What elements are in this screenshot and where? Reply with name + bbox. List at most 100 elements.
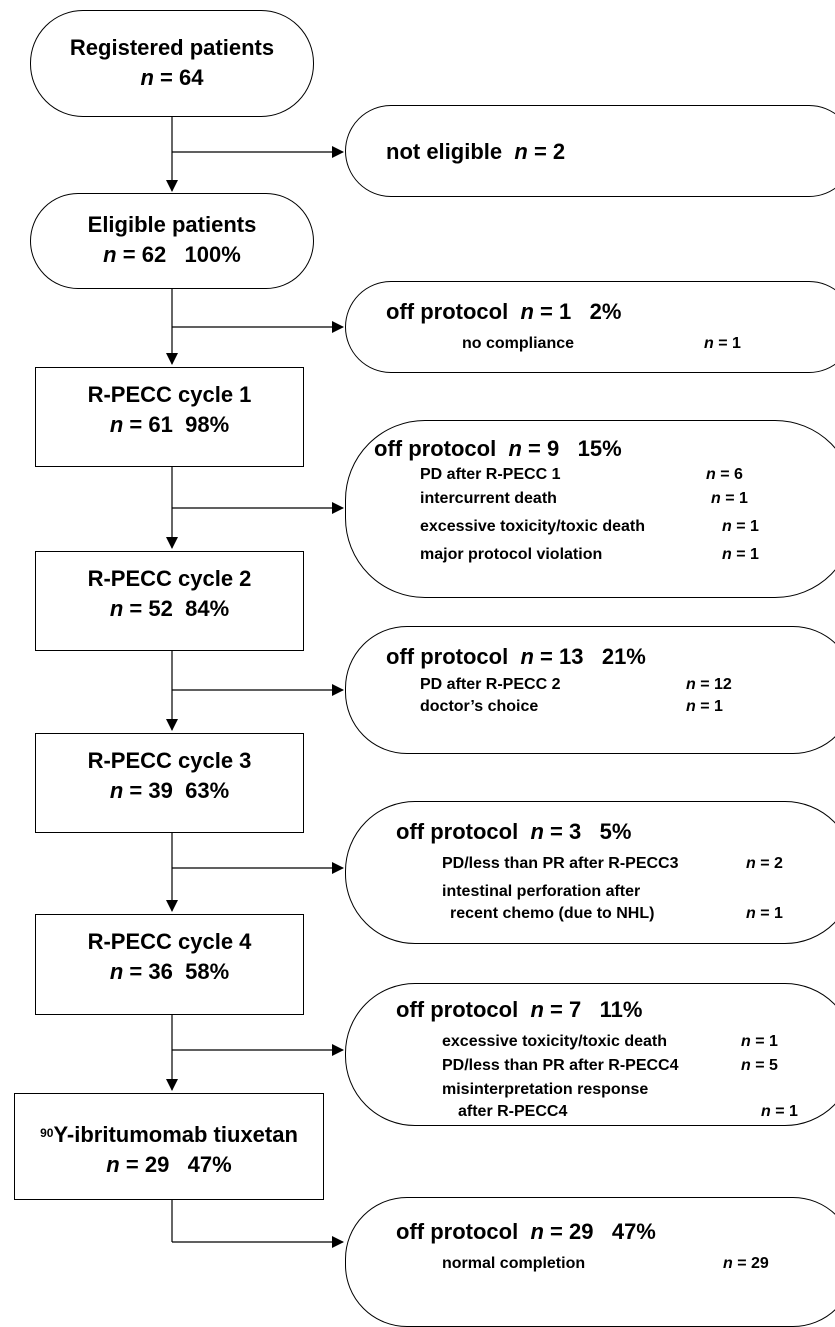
n-value: 29 [751,1255,769,1272]
cycle1-pct: 98% [185,412,230,437]
n-value: 12 [714,676,732,693]
cycle4-title: R-PECC cycle 4 [87,929,252,954]
off3-count: 13 [559,644,584,669]
registered-title: Registered patients [69,35,275,60]
off2-reason-2: excessive toxicity/toxic death [420,518,645,535]
equals: = [129,778,143,803]
off2-reason-2-n: n = 1 [722,518,759,535]
off1-reason-0: no compliance [462,335,575,352]
eligible-count: 62 [141,242,167,267]
off6-pct: 47% [611,1219,656,1244]
n-value: 1 [769,1033,778,1050]
off-protocol-1-box: off protocol n = 1 2% no compliance n = … [345,281,835,373]
off2-reason-0: PD after R-PECC 1 [420,466,561,483]
off6-header: off protocol n = 29 47% [396,1218,656,1246]
eligible-title: Eligible patients [87,212,257,237]
off6-reason-0-n: n = 29 [723,1255,769,1272]
off-protocol-5-box: off protocol n = 7 11% excessive toxicit… [345,983,835,1126]
off4-header: off protocol n = 3 5% [396,818,631,846]
cycle4-count: 36 [148,959,173,984]
not-eligible-count: 2 [552,139,566,164]
off6-title: off protocol [396,1219,519,1244]
off5-title: off protocol [396,997,519,1022]
ibritumomab-title: Y-ibritumomab tiuxetan [53,1122,298,1147]
equals: = [129,596,143,621]
equals: = [129,412,143,437]
off-protocol-3-box: off protocol n = 13 21% PD after R-PECC … [345,626,835,754]
cycle1-title: R-PECC cycle 1 [87,382,252,407]
n-symbol: n [508,436,522,461]
registered-count-line: n = 64 [31,63,313,93]
n-symbol: n [103,242,117,267]
ibritumomab-box: 90Y-ibritumomab tiuxetan n = 29 47% [14,1093,324,1200]
n-symbol: n [530,1219,544,1244]
off5-header: off protocol n = 7 11% [396,996,642,1024]
equals: = [528,436,541,461]
n-symbol: n [520,644,534,669]
n-value: 6 [734,466,743,483]
n-symbol: n [514,139,528,164]
connector-lines [166,117,344,1248]
off2-reason-3: major protocol violation [420,546,603,563]
not-eligible-title: not eligible [386,139,503,164]
equals: = [122,242,136,267]
cycle1-count-line: n = 61 98% [36,410,303,440]
off3-reason-1: doctor’s choice [420,698,539,715]
n-symbol: n [711,490,721,507]
cycle2-count: 52 [148,596,173,621]
off4-reason-0: PD/less than PR after R-PECC3 [442,855,679,872]
off5-reason-3: after R-PECC4 [458,1103,568,1120]
n-symbol: n [109,596,124,621]
n-symbol: n [109,778,124,803]
equals: = [550,997,563,1022]
n-symbol: n [686,676,696,693]
n-symbol: n [741,1057,751,1074]
n-value: 1 [789,1103,798,1120]
equals: = [540,299,553,324]
off-protocol-4-box: off protocol n = 3 5% PD/less than PR af… [345,801,835,944]
n-value: 1 [774,905,783,922]
equals: = [533,139,547,164]
cycle3-count-line: n = 39 63% [36,776,303,806]
off5-reason-1: PD/less than PR after R-PECC4 [442,1057,679,1074]
off5-reason-3-n: n = 1 [761,1103,798,1120]
off4-pct: 5% [599,819,632,844]
cycle2-box: R-PECC cycle 2 n = 52 84% [35,551,304,651]
not-eligible-box: not eligible n = 2 [345,105,835,197]
off3-header: off protocol n = 13 21% [386,643,646,671]
off2-reason-0-n: n = 6 [706,466,743,483]
cycle2-pct: 84% [185,596,230,621]
off2-reason-3-n: n = 1 [722,546,759,563]
off3-pct: 21% [601,644,646,669]
off6-count: 29 [569,1219,594,1244]
n-symbol: n [723,1255,733,1272]
off1-pct: 2% [589,299,622,324]
cycle1-count: 61 [148,412,173,437]
ibritumomab-pct: 47% [187,1152,232,1177]
n-symbol: n [722,546,732,563]
n-symbol: n [530,997,544,1022]
off1-header: off protocol n = 1 2% [386,298,621,326]
n-value: 1 [739,490,748,507]
n-symbol: n [722,518,732,535]
off3-reason-0: PD after R-PECC 2 [420,676,561,693]
off6-reason-0: normal completion [442,1255,586,1272]
off4-reason-1: intestinal perforation after [442,883,641,900]
off2-count: 9 [547,436,560,461]
cycle2-count-line: n = 52 84% [36,594,303,624]
off2-reason-1-n: n = 1 [711,490,748,507]
cycle3-pct: 63% [185,778,230,803]
n-symbol: n [109,412,124,437]
n-symbol: n [106,1152,120,1177]
eligible-count-line: n = 62 100% [31,240,313,270]
ibritumomab-count-line: n = 29 47% [15,1150,323,1180]
ibritumomab-title-line: 90Y-ibritumomab tiuxetan [15,1120,323,1150]
n-value: 5 [769,1057,778,1074]
eligible-patients-box: Eligible patients n = 62 100% [30,193,314,289]
equals: = [160,65,173,90]
equals: = [540,644,553,669]
off4-reason-2-n: n = 1 [746,905,783,922]
n-symbol: n [706,466,716,483]
n-value: 2 [774,855,783,872]
equals: = [550,819,563,844]
